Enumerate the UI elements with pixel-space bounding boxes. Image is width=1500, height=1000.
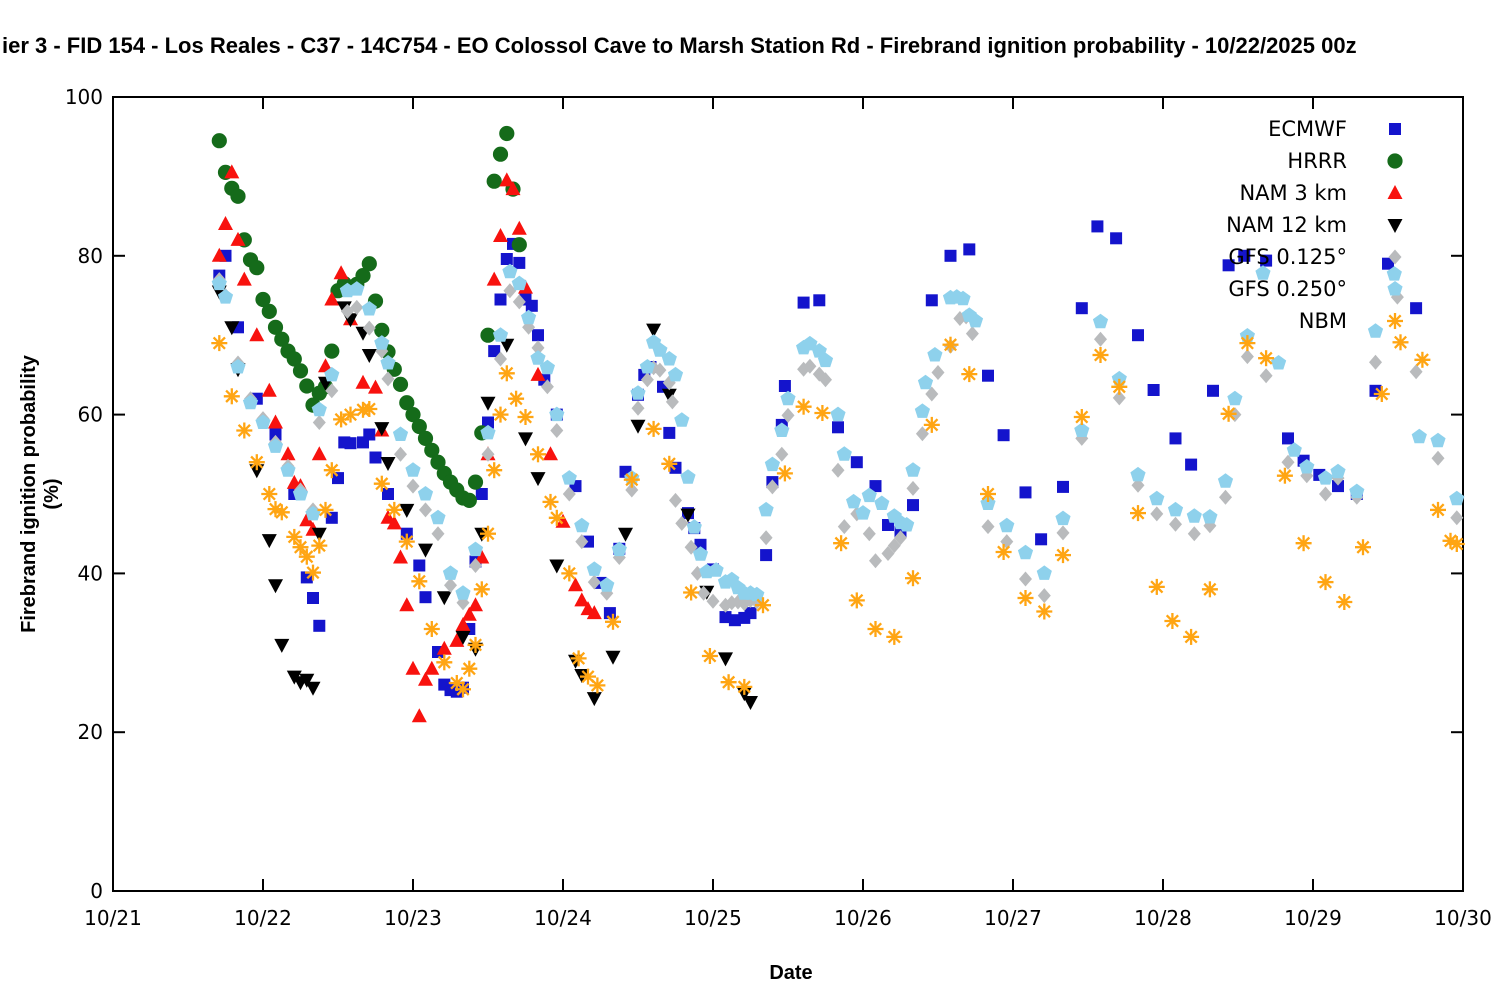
- legend-marker-gfs-0125: [1388, 249, 1402, 265]
- svg-text:10/25: 10/25: [684, 906, 742, 930]
- svg-text:10/21: 10/21: [84, 906, 142, 930]
- legend-label-hrrr: HRRR: [1287, 149, 1347, 173]
- series-gfs-0250: [211, 263, 1465, 602]
- legend-label-nam-3km: NAM 3 km: [1239, 181, 1347, 205]
- legend-item-hrrr: HRRR: [1287, 149, 1403, 173]
- legend-label-nbm: NBM: [1299, 309, 1347, 333]
- svg-text:10/29: 10/29: [1284, 906, 1342, 930]
- svg-text:40: 40: [78, 561, 103, 585]
- chart-title: ier 3 - FID 154 - Los Reales - C37 - 14C…: [2, 33, 1357, 58]
- svg-text:10/24: 10/24: [534, 906, 592, 930]
- svg-text:10/22: 10/22: [234, 906, 292, 930]
- legend: ECMWF HRRR NAM 3 km NAM 12 km GFS 0.125° GFS …: [1226, 117, 1403, 333]
- legend-label-gfs-0125: GFS 0.125°: [1228, 245, 1347, 269]
- svg-text:10/30: 10/30: [1434, 906, 1492, 930]
- legend-label-gfs-0250: GFS 0.250°: [1228, 277, 1347, 301]
- legend-label-nam-12km: NAM 12 km: [1226, 213, 1347, 237]
- legend-marker-nam-3km: [1387, 185, 1403, 199]
- svg-text:10/27: 10/27: [984, 906, 1042, 930]
- svg-text:10/23: 10/23: [384, 906, 442, 930]
- legend-marker-gfs-0250: [1387, 281, 1403, 296]
- x-axis-label: Date: [769, 962, 813, 984]
- legend-label-ecmwf: ECMWF: [1268, 117, 1347, 141]
- y-tick-labels: 0 20 40 60 80 100: [65, 85, 103, 903]
- series-nam-3km: [211, 164, 602, 723]
- legend-marker-hrrr: [1387, 153, 1403, 169]
- svg-text:10/28: 10/28: [1134, 906, 1192, 930]
- legend-item-ecmwf: ECMWF: [1268, 117, 1401, 141]
- legend-marker-nbm: [1387, 313, 1403, 329]
- series-hrrr: [211, 125, 527, 508]
- legend-item-gfs-0250: GFS 0.250°: [1228, 277, 1403, 301]
- legend-item-nam-3km: NAM 3 km: [1239, 181, 1403, 205]
- legend-item-nam-12km: NAM 12 km: [1226, 213, 1403, 237]
- svg-text:20: 20: [78, 720, 103, 744]
- legend-marker-nam-12km: [1387, 219, 1403, 233]
- y-axis-ticks: [113, 96, 1463, 892]
- svg-text:60: 60: [78, 403, 103, 427]
- x-axis-ticks: [112, 97, 1464, 891]
- x-tick-labels: 10/21 10/22 10/23 10/24 10/25 10/26 10/27 10/28…: [84, 906, 1492, 930]
- legend-marker-ecmwf: [1389, 123, 1401, 135]
- plot-border: [112, 96, 1464, 892]
- svg-text:10/26: 10/26: [834, 906, 892, 930]
- svg-text:0: 0: [90, 879, 103, 903]
- legend-item-nbm: NBM: [1299, 309, 1403, 333]
- series-nbm: [211, 334, 1465, 698]
- legend-item-gfs-0125: GFS 0.125°: [1228, 245, 1402, 269]
- svg-text:80: 80: [78, 244, 103, 268]
- svg-text:100: 100: [65, 85, 103, 109]
